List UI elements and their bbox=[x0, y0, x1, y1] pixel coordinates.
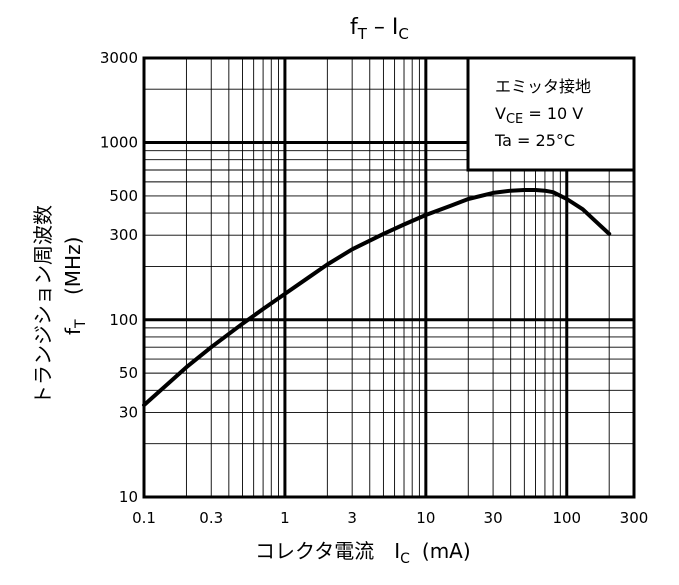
x-tick-label: 100 bbox=[552, 509, 581, 527]
tick-labels: 0.1 0.3 1 3 10 30 100 300 10 30 50 100 300 500 1000 300… bbox=[100, 49, 649, 527]
y-tick-label: 30 bbox=[119, 403, 138, 421]
x-tick-label: 0.1 bbox=[132, 509, 156, 527]
y-axis-unit: (MHz) bbox=[61, 237, 85, 295]
y-tick-label: 50 bbox=[119, 364, 138, 382]
y-axis-symbol: fT bbox=[61, 319, 89, 335]
conditions-box: エミッタ接地 VCE = 10 V Ta = 25°C bbox=[466, 56, 636, 172]
condition-grounding: エミッタ接地 bbox=[495, 77, 591, 96]
x-tick-label: 300 bbox=[620, 509, 649, 527]
y-tick-label: 3000 bbox=[100, 49, 138, 67]
x-tick-label: 3 bbox=[347, 509, 357, 527]
y-tick-label: 1000 bbox=[100, 134, 138, 152]
x-tick-label: 1 bbox=[280, 509, 290, 527]
ft-curve bbox=[142, 188, 612, 408]
y-tick-label: 100 bbox=[109, 311, 138, 329]
x-tick-label: 30 bbox=[484, 509, 503, 527]
x-axis-label: コレクタ電流 IC (mA) bbox=[255, 539, 471, 567]
y-axis-label: トランジション周波数 bbox=[31, 205, 55, 405]
chart-title: fT – IC bbox=[350, 15, 409, 43]
y-tick-label: 300 bbox=[109, 226, 138, 244]
condition-vce: VCE = 10 V bbox=[495, 104, 583, 127]
conditions-box-frame bbox=[466, 56, 636, 172]
plot-frame bbox=[142, 56, 636, 499]
condition-ta: Ta = 25°C bbox=[494, 131, 575, 150]
y-tick-label: 500 bbox=[109, 187, 138, 205]
x-tick-label: 0.3 bbox=[199, 509, 223, 527]
y-tick-label: 10 bbox=[119, 488, 138, 506]
x-tick-label: 10 bbox=[416, 509, 435, 527]
